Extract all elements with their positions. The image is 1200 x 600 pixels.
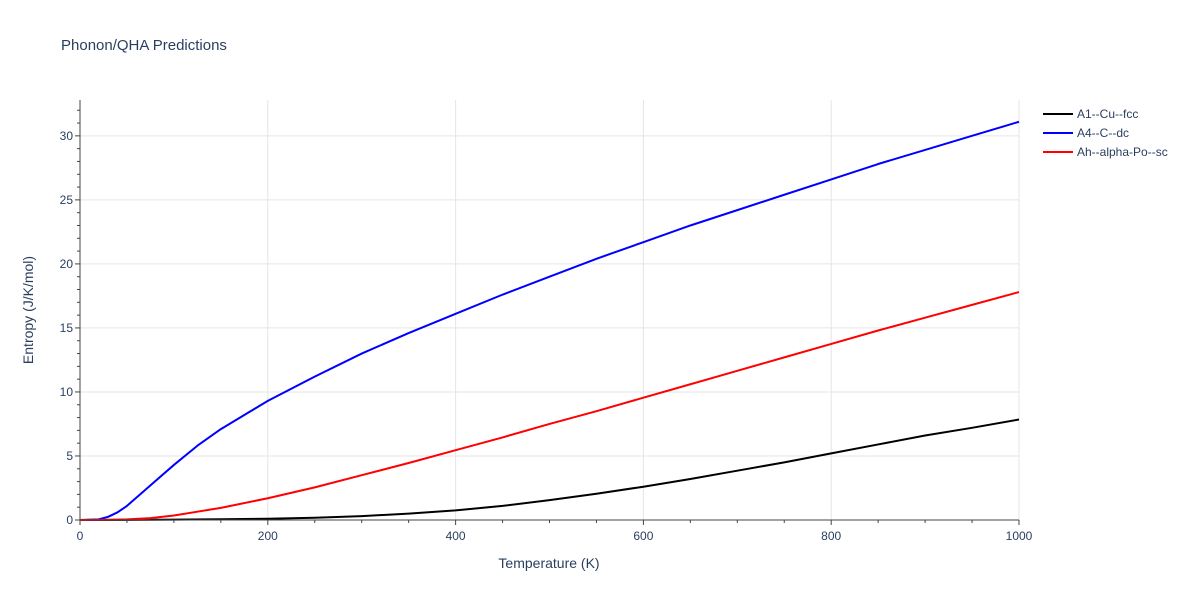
y-axis-title: Entropy (J/K/mol) [20, 256, 36, 364]
x-tick-label: 400 [446, 529, 466, 543]
legend-item[interactable]: A4--C--dc [1043, 126, 1129, 140]
x-tick-label: 600 [633, 529, 653, 543]
legend-label: A1--Cu--fcc [1077, 107, 1138, 121]
x-axis-title: Temperature (K) [498, 555, 599, 571]
y-tick-label: 15 [60, 321, 74, 335]
series-line-1 [79, 120, 1020, 521]
y-tick-label: 0 [66, 513, 73, 527]
series-line-2 [79, 291, 1020, 521]
x-tick-label: 800 [821, 529, 841, 543]
y-tick-label: 20 [60, 257, 74, 271]
y-tick-label: 30 [60, 129, 74, 143]
grid-layer [80, 100, 1020, 520]
x-tick-label: 0 [77, 529, 84, 543]
y-tick-label: 25 [60, 193, 74, 207]
legend-label: Ah--alpha-Po--sc [1077, 145, 1168, 159]
y-tick-label: 10 [60, 385, 74, 399]
legend: A1--Cu--fcc A4--C--dc Ah--alpha-Po--sc [1043, 107, 1168, 159]
legend-item[interactable]: A1--Cu--fcc [1043, 107, 1138, 121]
x-tick-label: 200 [258, 529, 278, 543]
chart-title: Phonon/QHA Predictions [61, 37, 227, 54]
y-axis-ticks: 0 5 10 15 20 25 30 [60, 129, 74, 527]
legend-label: A4--C--dc [1077, 126, 1129, 140]
x-axis-ticks: 0 200 400 600 800 1000 [77, 529, 1033, 543]
series-line-0 [79, 418, 1020, 521]
axes [75, 100, 1020, 525]
y-tick-label: 5 [66, 449, 73, 463]
series-lines [79, 120, 1020, 521]
legend-item[interactable]: Ah--alpha-Po--sc [1043, 145, 1168, 159]
x-tick-label: 1000 [1006, 529, 1033, 543]
